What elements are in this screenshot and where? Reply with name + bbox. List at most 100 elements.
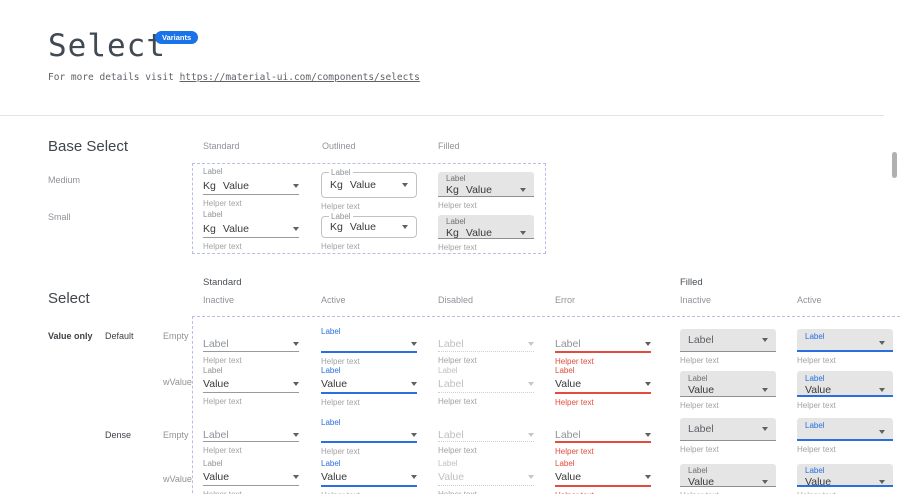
row-header-dense: Dense — [105, 430, 132, 440]
select-value: Value — [321, 471, 348, 483]
select-control[interactable]: Label Value — [680, 371, 776, 397]
select-control[interactable]: Label — [203, 428, 299, 442]
select-control[interactable]: Label Kg Value — [438, 172, 534, 197]
helper-text: Helper text — [680, 356, 719, 365]
column-header-filled: Filled — [438, 141, 460, 151]
floating-label — [203, 418, 299, 428]
select-control[interactable]: Label — [438, 337, 534, 352]
select-control[interactable]: Label — [797, 418, 893, 441]
chevron-down-icon — [293, 382, 299, 386]
select-control[interactable]: Label Kg Value — [321, 168, 417, 198]
select-control[interactable]: Label — [203, 337, 299, 352]
section-heading-select: Select — [48, 290, 90, 307]
chevron-down-icon — [879, 430, 885, 434]
floating-label: Label — [805, 332, 825, 341]
chevron-down-icon — [402, 183, 408, 187]
select-value: Value — [203, 378, 230, 390]
row-header-empty-2: Empty — [163, 430, 189, 440]
select-control[interactable]: Label — [438, 376, 534, 393]
select-control[interactable]: Kg Value — [203, 220, 299, 238]
select-value: Value — [465, 184, 492, 196]
scrollbar-thumb[interactable] — [892, 152, 897, 178]
row-header-small: Small — [48, 212, 71, 222]
select-control[interactable]: Label — [555, 337, 651, 353]
floating-label — [555, 418, 651, 428]
select-control[interactable]: Label — [680, 418, 776, 441]
select-filled-inactive-wvalue: Label Value Helper text — [680, 371, 776, 410]
floating-label: Label — [329, 168, 353, 178]
floating-label: Label — [203, 459, 223, 468]
floating-label: Label — [321, 459, 341, 468]
select-value: Label — [203, 338, 229, 350]
group-header-filled: Filled — [680, 277, 703, 288]
section-heading-base-select: Base Select — [48, 138, 129, 155]
helper-text: Helper text — [321, 242, 360, 251]
base-select-standard-small: Label Kg Value Helper text — [203, 210, 299, 251]
select-standard-disabled-wvalue-dense: Label Value Helper text — [438, 459, 534, 494]
select-filled-active-empty-dense: Label Helper text — [797, 418, 893, 454]
select-standard-error-empty: Label Helper text — [555, 327, 651, 366]
header-divider — [0, 115, 884, 116]
select-standard-active-empty-dense: Label Helper text — [321, 418, 417, 456]
row-header-default: Default — [105, 331, 134, 341]
helper-text: Helper text — [203, 446, 242, 455]
floating-label: Label — [203, 210, 223, 219]
chevron-down-icon — [762, 388, 768, 392]
helper-text: Helper text — [680, 491, 776, 494]
floating-label — [438, 327, 534, 337]
select-control[interactable]: Value — [555, 469, 651, 487]
column-header-filled-active: Active — [797, 295, 822, 305]
row-header-medium: Medium — [48, 175, 81, 185]
select-control[interactable]: Label Value — [680, 464, 776, 488]
select-control[interactable] — [321, 428, 417, 443]
select-control[interactable] — [321, 337, 417, 353]
select-filled-active-wvalue-dense: Label Value Helper text — [797, 464, 893, 494]
select-control[interactable]: Label — [680, 329, 776, 352]
select-standard-inactive-wvalue: Label Value Helper text — [203, 366, 299, 406]
select-control[interactable]: Label — [555, 428, 651, 443]
select-control[interactable]: Value — [203, 376, 299, 393]
floating-label: Label — [446, 174, 466, 183]
chevron-down-icon — [879, 388, 885, 392]
helper-text: Helper text — [680, 401, 719, 410]
chevron-down-icon — [293, 226, 299, 231]
select-control[interactable]: Label — [797, 329, 893, 352]
row-header-wvalue-2: wValue — [163, 474, 192, 484]
select-value: Value — [321, 378, 348, 390]
select-control[interactable]: Label — [438, 428, 534, 442]
select-control[interactable]: Label Value — [797, 371, 893, 397]
chevron-down-icon — [411, 432, 417, 437]
column-header-std-active: Active — [321, 295, 346, 305]
select-control[interactable]: Label Value — [797, 464, 893, 488]
select-control[interactable]: Value — [555, 376, 651, 394]
select-control[interactable]: Value — [321, 376, 417, 394]
helper-text: Helper text — [680, 445, 719, 454]
select-control[interactable]: Value — [438, 469, 534, 486]
select-filled-inactive-empty-dense: Label Helper text — [680, 418, 776, 454]
helper-text: Helper text — [203, 199, 242, 208]
select-standard-active-wvalue: Label Value Helper text — [321, 366, 417, 407]
select-standard-inactive-empty-dense: Label Helper text — [203, 418, 299, 455]
row-header-value-only: Value only — [48, 331, 93, 341]
chevron-down-icon — [411, 475, 417, 479]
select-control[interactable]: Label Kg Value — [321, 212, 417, 238]
select-standard-error-wvalue: Label Value Helper text — [555, 366, 651, 407]
select-control[interactable]: Label Kg Value — [438, 215, 534, 239]
select-value: Label — [438, 378, 464, 390]
select-standard-inactive-wvalue-dense: Label Value Helper text — [203, 459, 299, 494]
select-adornment: Kg — [330, 221, 343, 233]
helper-text: Helper text — [203, 397, 242, 406]
chevron-down-icon — [293, 432, 299, 437]
docs-link[interactable]: https://material-ui.com/components/selec… — [179, 72, 420, 83]
helper-text: Helper text — [438, 201, 477, 210]
select-value: Label — [555, 428, 581, 441]
floating-label: Label — [446, 217, 466, 226]
select-value: Value — [805, 476, 832, 488]
floating-label — [438, 418, 534, 428]
select-control[interactable]: Value — [321, 469, 417, 487]
base-select-standard-medium: Label Kg Value Helper text — [203, 167, 299, 208]
select-control[interactable]: Kg Value — [203, 177, 299, 195]
select-control[interactable]: Value — [203, 469, 299, 486]
floating-label: Label — [805, 374, 825, 383]
